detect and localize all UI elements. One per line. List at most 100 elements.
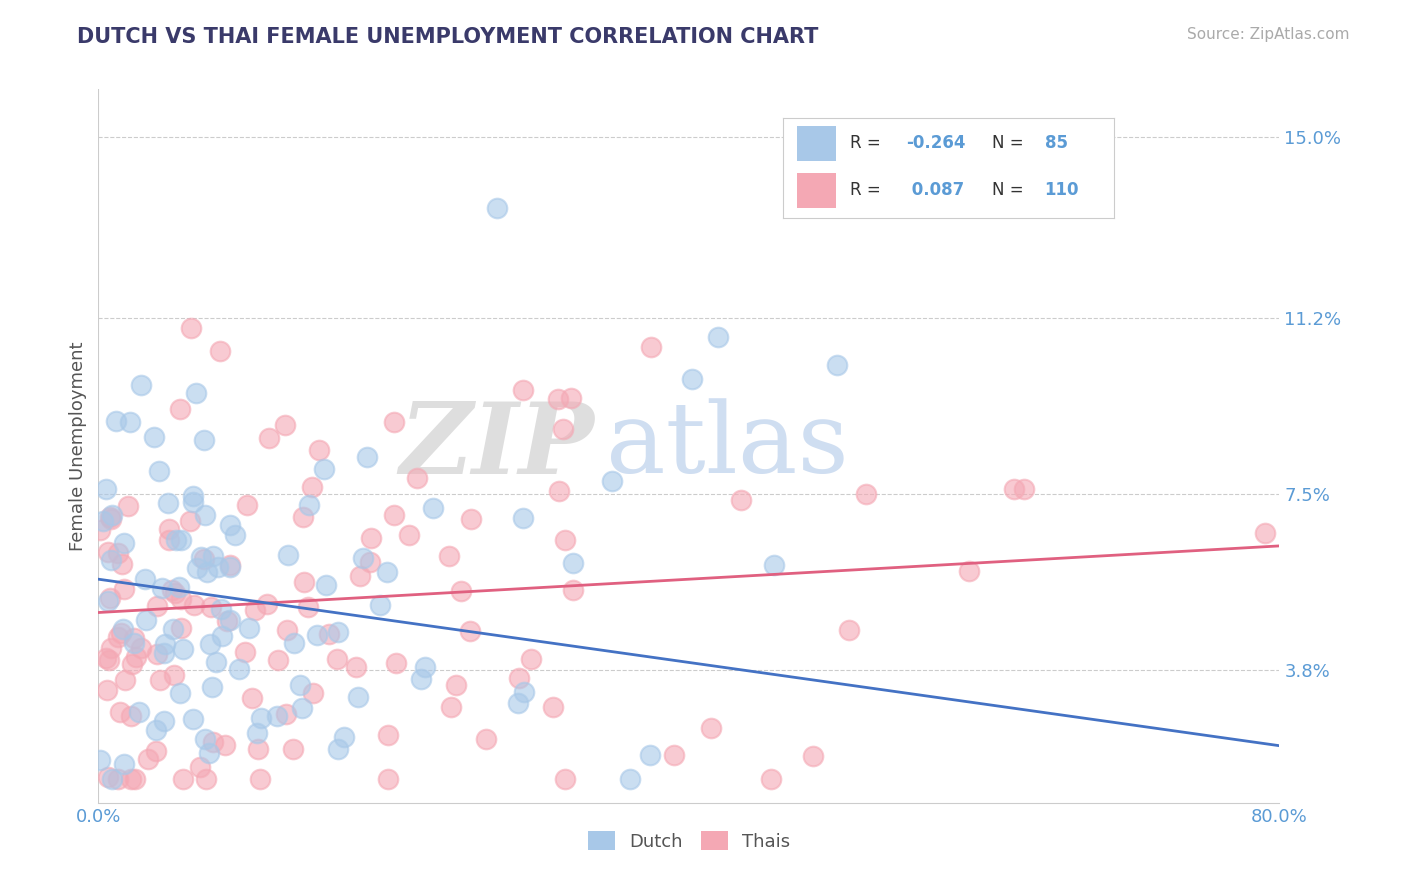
Point (422, 500, 444, 515)
Point (224, 528, 246, 542)
Point (183, 489, 205, 503)
Point (169, 621, 191, 635)
Point (112, 582, 135, 597)
Point (131, 641, 153, 656)
Point (201, 734, 224, 748)
Point (153, 637, 176, 651)
Point (129, 377, 152, 392)
Point (662, 747, 685, 762)
Point (554, 772, 576, 786)
Point (201, 680, 224, 694)
Point (138, 752, 160, 766)
Point (218, 558, 240, 572)
Point (513, 685, 536, 699)
Point (195, 565, 218, 579)
Point (117, 499, 139, 513)
Point (458, 624, 481, 638)
Point (838, 623, 860, 637)
Point (145, 647, 167, 661)
Text: atlas: atlas (606, 398, 849, 494)
Point (508, 671, 530, 685)
Point (145, 723, 167, 738)
Point (200, 600, 222, 615)
Point (134, 572, 156, 586)
Point (292, 510, 315, 524)
Point (256, 597, 278, 611)
Point (283, 636, 305, 650)
Point (218, 613, 240, 627)
Point (170, 591, 193, 606)
Point (266, 708, 288, 723)
Point (184, 386, 207, 401)
Point (153, 646, 176, 660)
Y-axis label: Female Unemployment: Female Unemployment (69, 342, 87, 550)
Point (450, 583, 472, 598)
Point (202, 549, 225, 563)
Point (169, 402, 191, 417)
Point (512, 511, 534, 525)
Point (198, 636, 221, 650)
Point (98, 591, 121, 605)
Point (377, 772, 399, 786)
Legend: Dutch, Thais: Dutch, Thais (581, 824, 797, 858)
Point (183, 598, 205, 612)
Point (104, 414, 127, 428)
Point (114, 756, 136, 771)
Point (446, 677, 468, 691)
Text: ZIP: ZIP (399, 398, 595, 494)
Point (460, 511, 482, 525)
Point (183, 712, 205, 726)
Point (359, 555, 381, 569)
Point (215, 615, 238, 629)
Point (730, 493, 752, 508)
Point (346, 690, 368, 705)
Point (302, 686, 325, 700)
Point (162, 622, 184, 636)
Point (169, 686, 191, 700)
Point (276, 624, 298, 638)
Point (163, 668, 186, 682)
Point (249, 772, 271, 786)
Point (385, 657, 408, 671)
Point (356, 450, 378, 464)
Point (547, 392, 569, 407)
Point (125, 649, 148, 664)
Point (149, 673, 172, 687)
Point (180, 321, 202, 335)
Point (209, 601, 232, 615)
Point (640, 341, 662, 355)
Point (98, 510, 121, 524)
Point (121, 657, 143, 672)
Point (193, 433, 215, 447)
Point (377, 727, 399, 741)
Point (194, 772, 217, 786)
Point (148, 464, 170, 478)
Point (759, 772, 782, 786)
Point (440, 699, 463, 714)
Point (250, 711, 273, 725)
Point (257, 431, 280, 445)
Point (409, 672, 432, 686)
Point (94, 482, 117, 496)
Point (219, 559, 242, 574)
Point (172, 641, 194, 656)
Point (382, 415, 405, 429)
Point (156, 496, 179, 510)
Point (700, 722, 723, 736)
Point (97, 544, 120, 558)
Point (298, 498, 321, 512)
Point (96, 771, 118, 785)
Point (291, 701, 314, 715)
Point (190, 759, 212, 773)
Point (475, 731, 498, 746)
Point (124, 631, 146, 645)
Point (124, 772, 146, 786)
Point (112, 622, 135, 636)
Point (370, 598, 392, 612)
Point (312, 462, 335, 476)
Point (179, 515, 201, 529)
Point (150, 581, 173, 595)
Point (360, 531, 382, 545)
Point (236, 498, 259, 512)
Point (344, 660, 367, 674)
